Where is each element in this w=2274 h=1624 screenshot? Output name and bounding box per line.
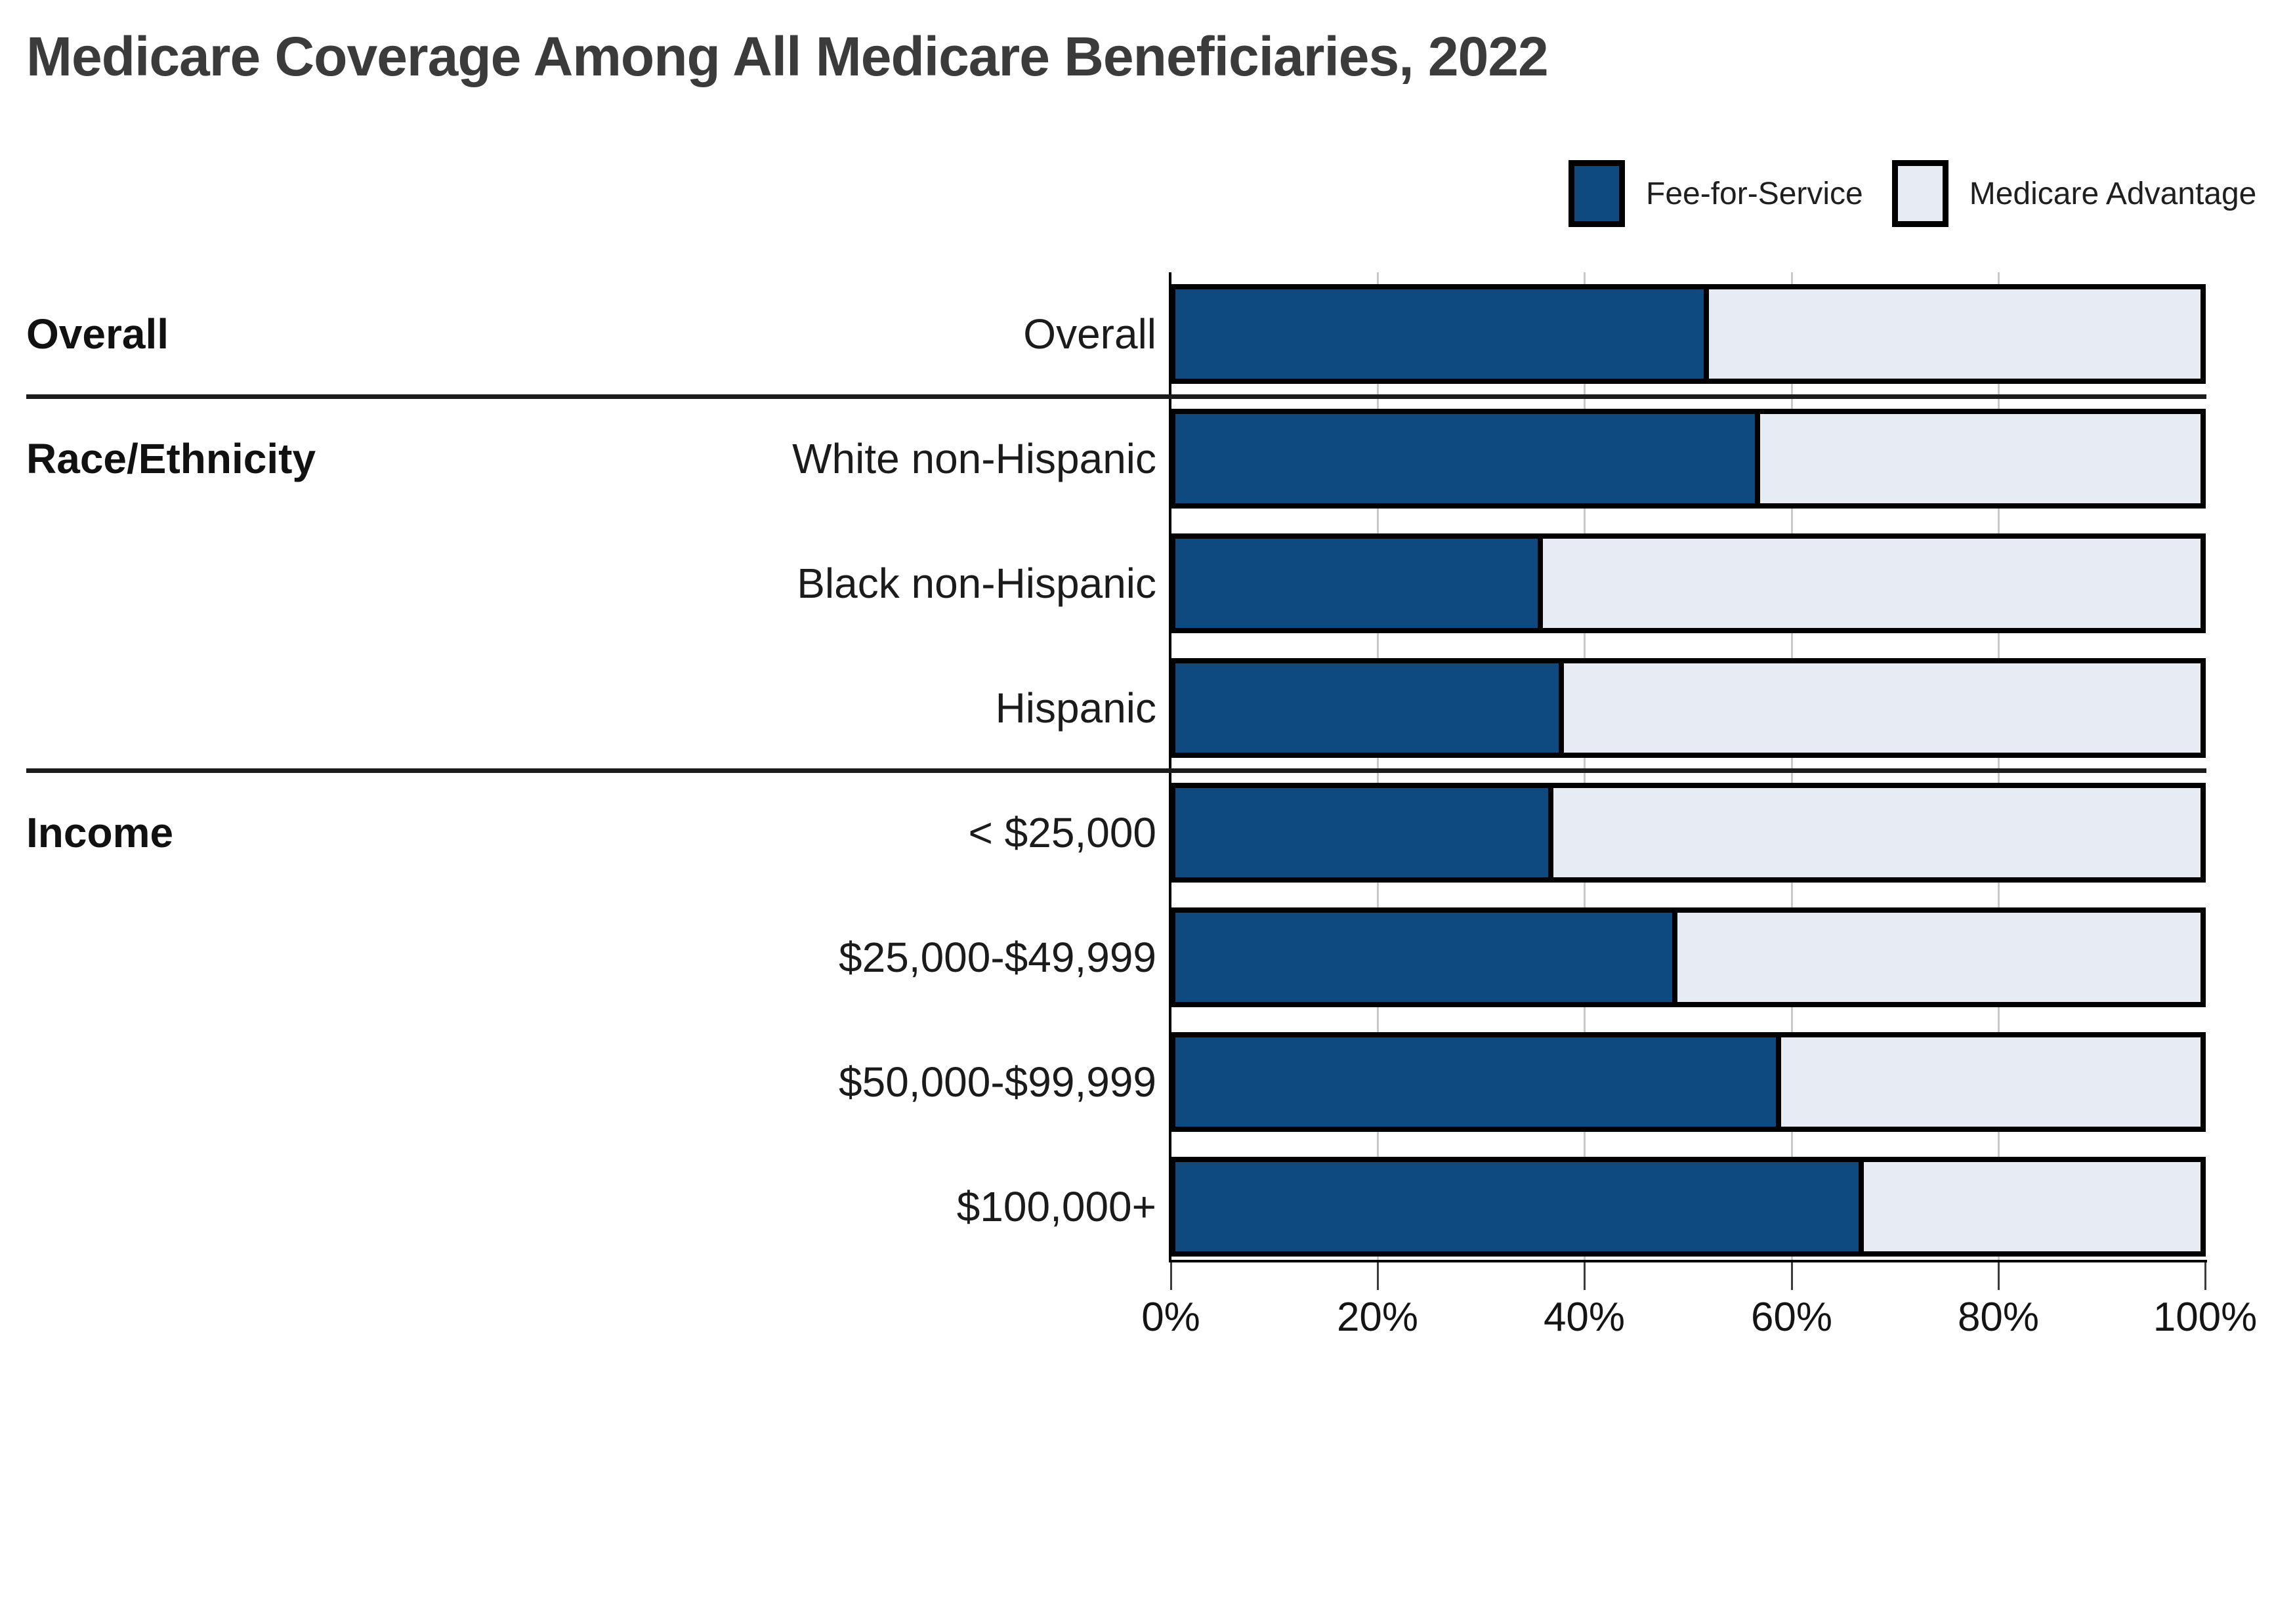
segment-fee-for-service [1175,788,1553,877]
plot-area [1169,272,2206,1260]
x-axis-line [1169,1260,2207,1262]
x-axis-tick-label: 40% [1543,1295,1626,1340]
row-label: $25,000-$49,999 [839,934,1156,981]
chart-title: Medicare Coverage Among All Medicare Ben… [26,26,1549,87]
y-axis-line [1169,272,1171,1260]
segment-fee-for-service [1175,539,1543,628]
x-axis-tick-label: 60% [1750,1295,1833,1340]
segment-fee-for-service [1175,414,1760,503]
bar-row [1170,658,2206,758]
gridline-40 [1584,272,1586,1260]
segment-fee-for-service [1175,663,1564,753]
segment-fee-for-service [1175,1037,1781,1127]
legend: Fee-for-Service Medicare Advantage [1569,160,2256,227]
legend-item-medicare-advantage: Medicare Advantage [1891,160,2257,227]
row-label: $50,000-$99,999 [839,1058,1156,1106]
x-axis-tick [1584,1262,1586,1290]
bar-row [1170,1157,2206,1257]
segment-medicare-advantage [1677,913,2200,1002]
x-axis-tick-label: 100% [2153,1295,2258,1340]
fee-for-service-swatch-icon [1569,160,1625,227]
gridline-20 [1377,272,1379,1260]
x-axis-tick [1170,1262,1172,1290]
segment-fee-for-service [1175,289,1709,379]
x-axis-tick [2204,1262,2206,1290]
x-axis-tick [1377,1262,1379,1290]
x-axis-tick-label: 0% [1141,1295,1200,1340]
bar-row [1170,533,2206,633]
segment-medicare-advantage [1781,1037,2200,1127]
legend-label-medicare-advantage: Medicare Advantage [1969,176,2257,211]
gridline-80 [1998,272,2000,1260]
x-axis-tick [1998,1262,2000,1290]
legend-item-fee-for-service: Fee-for-Service [1569,160,1863,227]
segment-fee-for-service [1175,913,1677,1002]
row-label: $100,000+ [956,1183,1156,1230]
segment-medicare-advantage [1864,1162,2200,1251]
bar-row [1170,783,2206,883]
section-divider [26,394,2206,399]
section-label-income: Income [26,809,174,856]
gridline-60 [1791,272,1793,1260]
x-axis-tick [1791,1262,1793,1290]
segment-medicare-advantage [1760,414,2200,503]
row-label: Overall [1023,310,1156,358]
segment-medicare-advantage [1709,289,2200,379]
segment-fee-for-service [1175,1162,1864,1251]
section-divider [26,768,2206,773]
legend-label-fee-for-service: Fee-for-Service [1646,176,1863,211]
bar-row [1170,409,2206,509]
segment-medicare-advantage [1543,539,2200,628]
medicare-advantage-swatch-icon [1891,160,1948,227]
row-label: White non-Hispanic [792,435,1156,482]
x-axis-tick-label: 80% [1957,1295,2040,1340]
bar-row [1170,284,2206,384]
section-label-overall: Overall [26,310,169,358]
segment-medicare-advantage [1553,788,2200,877]
row-label: < $25,000 [968,809,1157,856]
bar-row [1170,1032,2206,1132]
x-axis-tick-label: 20% [1336,1295,1419,1340]
section-label-race-ethnicity: Race/Ethnicity [26,435,316,482]
segment-medicare-advantage [1564,663,2200,753]
bar-row [1170,907,2206,1007]
row-label: Black non-Hispanic [797,560,1156,607]
row-label: Hispanic [995,684,1156,732]
